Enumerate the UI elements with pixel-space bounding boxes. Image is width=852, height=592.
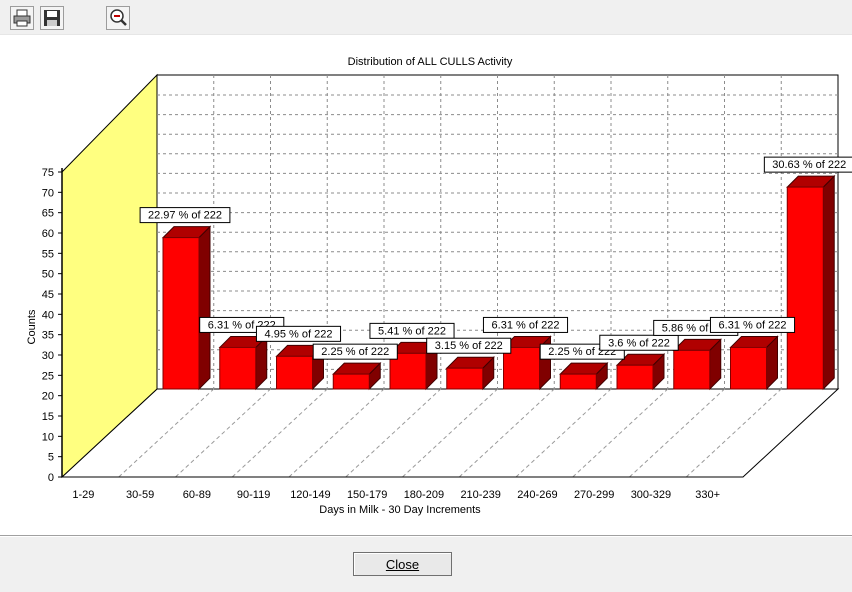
y-tick-label: 30 — [42, 350, 54, 362]
floor-grid-line — [345, 388, 442, 478]
chart-title: Distribution of ALL CULLS Activity — [348, 56, 513, 68]
floppy-disk-icon — [44, 10, 60, 26]
x-tick-label: 150-179 — [347, 489, 387, 501]
y-tick-label: 35 — [42, 330, 54, 342]
y-tick-label: 5 — [48, 452, 54, 464]
y-tick-label: 15 — [42, 411, 54, 423]
close-label: Close — [385, 556, 420, 572]
chart-area: 0 5 10 15 20 25 30 35 40 45 50 55 60 65 70 75 1-29 30-59 6… — [0, 35, 852, 535]
separator — [0, 535, 852, 537]
y-tick-label: 25 — [42, 370, 54, 382]
x-tick-label: 330+ — [695, 489, 720, 501]
bar-side — [822, 174, 835, 391]
y-tick-label: 45 — [42, 289, 54, 301]
data-label: 30.63 % of 222 — [772, 159, 846, 171]
y-axis-label: Counts — [26, 309, 38, 344]
bar — [446, 367, 484, 390]
floor-grid-line — [175, 388, 271, 478]
data-label-box — [255, 325, 342, 342]
floor-grid-line — [231, 388, 328, 478]
bar — [616, 364, 654, 390]
y-tick-label: 10 — [42, 431, 54, 443]
x-tick-label: 120-149 — [290, 489, 330, 501]
y-tick-label: 65 — [42, 208, 54, 220]
data-label: 6.31 % of 222 — [719, 319, 787, 331]
x-tick-label: 210-239 — [460, 489, 500, 501]
printer-icon — [13, 9, 31, 27]
zoom-out-button[interactable] — [106, 6, 130, 30]
floor-grid-line — [572, 388, 669, 478]
x-tick-label: 60-89 — [183, 489, 211, 501]
bar-chart: 0 5 10 15 20 25 30 35 40 45 50 55 60 65 70 75 1-29 30-59 6… — [26, 56, 852, 516]
floor-grid-line — [288, 388, 385, 478]
bar — [162, 237, 200, 390]
floor-grid-line — [118, 388, 215, 478]
data-label-box — [426, 337, 512, 354]
x-tick-label: 1-29 — [72, 489, 94, 501]
zoom-out-icon — [110, 9, 127, 26]
x-axis-label: Days in Milk - 30 Day Increments — [319, 504, 481, 516]
data-label: 6.31 % of 222 — [492, 319, 560, 331]
y-tick-label: 20 — [42, 391, 54, 403]
floor-grid-line — [402, 388, 498, 478]
x-tick-label: 240-269 — [517, 489, 557, 501]
floor-grid-line — [458, 388, 555, 478]
bar-side — [198, 225, 211, 391]
data-label: 4.95 % of 222 — [265, 328, 333, 340]
x-tick-label: 270-299 — [574, 489, 614, 501]
data-label: 2.25 % of 222 — [548, 346, 616, 358]
x-tick-label: 30-59 — [126, 489, 154, 501]
data-label: 5.41 % of 222 — [378, 325, 446, 337]
data-label-box — [369, 322, 455, 339]
y-tick-label: 50 — [42, 269, 54, 281]
close-button[interactable]: Close — [353, 552, 452, 576]
floor-grid-line — [629, 388, 725, 478]
bar — [219, 346, 257, 390]
bar — [786, 186, 824, 390]
bar — [730, 346, 767, 390]
data-label-box — [482, 316, 569, 333]
y-tick-label: 40 — [42, 309, 54, 321]
bar — [503, 346, 540, 390]
y-tick-label: 55 — [42, 248, 54, 260]
data-label-box — [599, 334, 679, 351]
x-tick-label: 90-119 — [237, 489, 270, 501]
data-label: 3.6 % of 222 — [608, 337, 670, 349]
footer: Close — [0, 537, 852, 592]
data-label: 3.15 % of 222 — [435, 340, 503, 352]
y-tick-label: 75 — [42, 167, 54, 179]
y-tick-label: 70 — [42, 187, 54, 199]
bar — [673, 349, 711, 390]
data-label: 2.25 % of 222 — [321, 346, 389, 358]
y-tick-label: 0 — [48, 472, 54, 484]
floor-grid-line — [685, 388, 782, 478]
x-tick-label: 180-209 — [404, 489, 444, 501]
save-button[interactable] — [40, 6, 64, 30]
data-label-box — [312, 343, 398, 360]
data-label-box — [763, 156, 852, 173]
data-label-box — [709, 316, 796, 333]
bar — [559, 373, 597, 390]
bar — [276, 355, 313, 390]
print-button[interactable] — [10, 6, 34, 30]
floor-grid-line — [515, 388, 612, 478]
bar — [332, 373, 370, 390]
x-tick-label: 300-329 — [631, 489, 671, 501]
y-tick-label: 60 — [42, 228, 54, 240]
data-label: 22.97 % of 222 — [148, 210, 222, 222]
data-label-box — [139, 207, 231, 224]
toolbar — [0, 0, 852, 35]
